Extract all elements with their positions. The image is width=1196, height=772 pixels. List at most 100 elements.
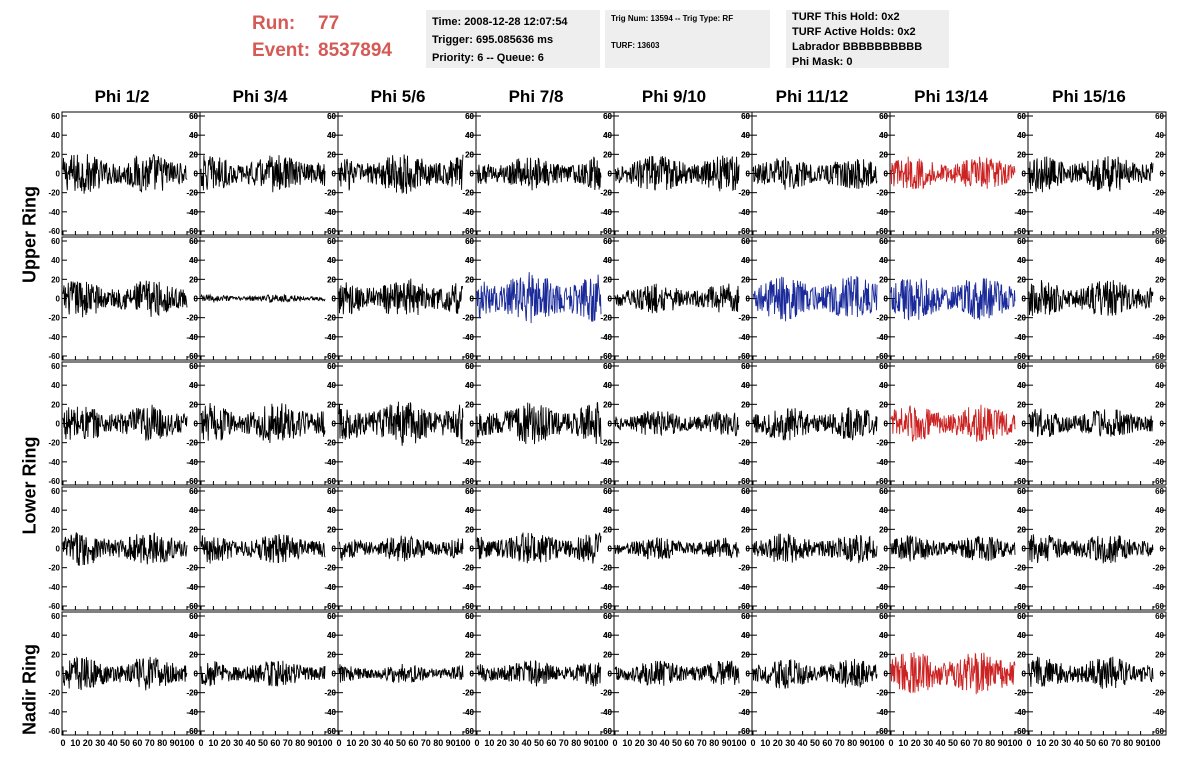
y-tick-label-right-r4-c5: -20 xyxy=(876,689,888,698)
y-tick-label-left-r0-c0: 60 xyxy=(51,112,60,121)
y-tick-label-left-r1-c1: -20 xyxy=(186,314,198,323)
waveform-r2-c0 xyxy=(62,404,188,442)
y-tick-label-right-r1-c2: 0 xyxy=(470,295,475,304)
x-tick-label-r4-c2: 90 xyxy=(446,738,456,748)
y-tick-label-right-r3-c1: -20 xyxy=(324,564,336,573)
y-tick-label-right-r0-c1: 20 xyxy=(327,150,336,159)
x-tick-label-r4-c0: 50 xyxy=(120,738,130,748)
y-tick-label-right-r2-c3: 40 xyxy=(603,381,612,390)
y-tick-label-left-r1-c6: 0 xyxy=(884,295,889,304)
y-tick-label-right-r1-c2: 20 xyxy=(465,275,474,284)
y-tick-label-left-r0-c0: -20 xyxy=(48,189,60,198)
y-tick-label-right-r3-c0: 0 xyxy=(194,545,199,554)
y-tick-label-left-r3-c2: 20 xyxy=(327,525,336,534)
y-tick-label-left-r4-c1: 0 xyxy=(194,670,199,679)
turf-this-hold-text: TURF This Hold: 0x2 xyxy=(792,11,900,23)
waveform-r4-c5 xyxy=(752,658,878,689)
y-tick-label-right-r4-c3: 0 xyxy=(608,670,613,679)
y-tick-label-right-r2-c2: 0 xyxy=(470,420,475,429)
column-header-phi-11-12: Phi 11/12 xyxy=(775,87,849,106)
y-tick-label-left-r0-c2: 60 xyxy=(327,112,336,121)
y-tick-label-left-r4-c0: -40 xyxy=(48,708,60,717)
x-tick-label-r4-c3: 70 xyxy=(559,738,569,748)
x-tick-label-r4-c5: 10 xyxy=(760,738,770,748)
y-tick-label-left-r3-c5: 20 xyxy=(741,525,750,534)
y-tick-label-right-r1-c5: 20 xyxy=(879,275,888,284)
y-tick-label-left-r4-c5: 20 xyxy=(741,650,750,659)
y-tick-label-left-r3-c3: 40 xyxy=(465,506,474,515)
y-tick-label-right-r0-c7: -20 xyxy=(1152,189,1164,198)
y-tick-label-left-r1-c0: 40 xyxy=(51,256,60,265)
y-tick-label-left-r2-c3: 20 xyxy=(465,400,474,409)
turf-active-holds-text: TURF Active Holds: 0x2 xyxy=(792,26,916,38)
y-tick-label-right-r4-c0: 0 xyxy=(194,670,199,679)
y-tick-label-left-r2-c4: -20 xyxy=(600,439,612,448)
y-tick-label-right-r3-c4: 60 xyxy=(741,487,750,496)
x-tick-label-r4-c2: 60 xyxy=(408,738,418,748)
y-tick-label-left-r2-c0: 20 xyxy=(51,400,60,409)
y-tick-label-right-r0-c2: -60 xyxy=(462,227,474,236)
x-tick-label-r4-c1: 30 xyxy=(233,738,243,748)
x-tick-label-r4-c5: 60 xyxy=(822,738,832,748)
x-tick-label-r4-c0: 0 xyxy=(60,738,65,748)
y-tick-label-left-r0-c6: -40 xyxy=(876,208,888,217)
x-tick-label-r4-c3: 10 xyxy=(484,738,494,748)
y-tick-label-left-r4-c2: -60 xyxy=(324,727,336,736)
y-tick-label-left-r4-c7: -40 xyxy=(1014,708,1026,717)
y-tick-label-left-r2-c4: -40 xyxy=(600,458,612,467)
y-tick-label-left-r1-c7: 40 xyxy=(1017,256,1026,265)
x-tick-label-r4-c0: 100 xyxy=(179,738,194,748)
y-tick-label-right-r4-c1: 40 xyxy=(327,631,336,640)
y-tick-label-right-r0-c6: 60 xyxy=(1017,112,1026,121)
x-tick-label-r4-c4: 0 xyxy=(612,738,617,748)
y-tick-label-right-r0-c4: 0 xyxy=(746,170,751,179)
y-tick-label-right-r4-c4: 0 xyxy=(746,670,751,679)
y-tick-label-right-r0-c2: -40 xyxy=(462,208,474,217)
y-tick-label-left-r4-c4: -60 xyxy=(600,727,612,736)
y-tick-label-left-r2-c0: -60 xyxy=(48,477,60,486)
y-tick-label-left-r4-c5: 0 xyxy=(746,670,751,679)
y-tick-label-left-r3-c5: 40 xyxy=(741,506,750,515)
y-tick-label-left-r1-c6: -60 xyxy=(876,352,888,361)
y-tick-label-left-r1-c4: 60 xyxy=(603,237,612,246)
x-tick-label-r4-c0: 70 xyxy=(145,738,155,748)
y-tick-label-left-r1-c5: -20 xyxy=(738,314,750,323)
y-tick-label-right-r2-c4: 60 xyxy=(741,362,750,371)
x-tick-label-r4-c0: 10 xyxy=(70,738,80,748)
y-tick-label-left-r2-c3: -20 xyxy=(462,439,474,448)
y-tick-label-right-r4-c3: -20 xyxy=(600,689,612,698)
column-header-phi-3-4: Phi 3/4 xyxy=(232,87,288,106)
x-tick-label-r4-c4: 60 xyxy=(684,738,694,748)
y-tick-label-left-r0-c6: -20 xyxy=(876,189,888,198)
x-tick-label-r4-c7: 0 xyxy=(1026,738,1031,748)
y-tick-label-left-r4-c6: -20 xyxy=(876,689,888,698)
y-tick-label-left-r3-c6: -40 xyxy=(876,583,888,592)
x-tick-label-r4-c7: 30 xyxy=(1061,738,1071,748)
y-tick-label-left-r2-c1: 20 xyxy=(189,400,198,409)
y-tick-label-right-r0-c0: 40 xyxy=(189,131,198,140)
y-tick-label-left-r0-c1: 60 xyxy=(189,112,198,121)
y-tick-label-left-r4-c7: -60 xyxy=(1014,727,1026,736)
y-tick-label-right-r4-c2: -40 xyxy=(462,708,474,717)
y-tick-label-left-r4-c4: -40 xyxy=(600,708,612,717)
y-tick-label-left-r1-c6: 60 xyxy=(879,237,888,246)
x-tick-label-r4-c7: 20 xyxy=(1049,738,1059,748)
y-tick-label-left-r2-c5: 40 xyxy=(741,381,750,390)
y-tick-label-left-r2-c4: -60 xyxy=(600,477,612,486)
y-tick-label-right-r4-c2: -60 xyxy=(462,727,474,736)
run-value: 77 xyxy=(318,13,340,34)
y-tick-label-right-r0-c0: -60 xyxy=(186,227,198,236)
y-tick-label-right-r4-c5: 0 xyxy=(884,670,889,679)
y-tick-label-right-r1-c5: -20 xyxy=(876,314,888,323)
y-tick-label-right-r0-c7: -40 xyxy=(1152,208,1164,217)
y-tick-label-left-r2-c2: -60 xyxy=(324,477,336,486)
y-tick-label-right-r0-c0: 20 xyxy=(189,150,198,159)
y-tick-label-right-r1-c4: -60 xyxy=(738,352,750,361)
waveform-r0-c4 xyxy=(614,155,740,192)
y-tick-label-right-r1-c6: -40 xyxy=(1014,333,1026,342)
y-tick-label-left-r2-c5: -20 xyxy=(738,439,750,448)
y-tick-label-right-r3-c1: 0 xyxy=(332,545,337,554)
y-tick-label-right-r2-c2: 40 xyxy=(465,381,474,390)
y-tick-label-left-r3-c2: -20 xyxy=(324,564,336,573)
y-tick-label-left-r1-c7: 0 xyxy=(1022,295,1027,304)
